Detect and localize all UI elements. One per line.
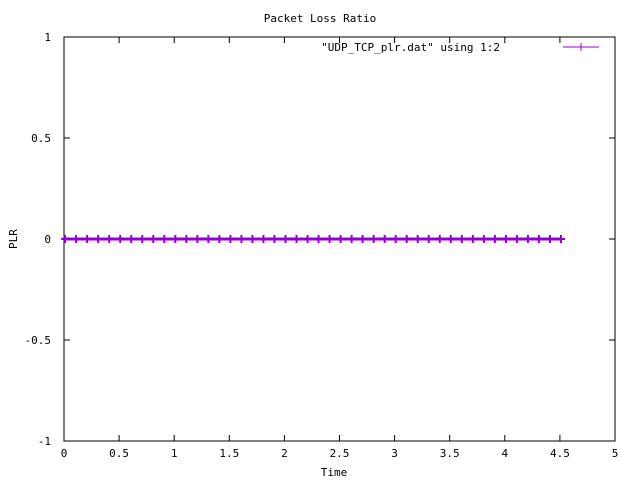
data-point-marker (336, 235, 345, 243)
data-point-marker (72, 235, 81, 243)
data-point-marker (94, 235, 103, 243)
data-point-marker (523, 235, 532, 243)
x-tick-label: 0.5 (109, 447, 129, 460)
x-tick-label: 2 (281, 447, 288, 460)
data-point-marker (545, 235, 554, 243)
data-point-marker (402, 235, 411, 243)
y-tick-label: 1 (44, 31, 51, 44)
legend: "UDP_TCP_plr.dat" using 1:2 (321, 41, 599, 54)
x-tick-label: 4.5 (550, 447, 570, 460)
data-point-marker (215, 235, 224, 243)
data-point-marker (457, 235, 466, 243)
data-point-marker (127, 235, 136, 243)
x-tick-label: 1 (171, 447, 178, 460)
data-point-marker (116, 235, 125, 243)
x-axis: 0 0.5 1 1.5 2 2.5 3 3.5 4 4.5 5 (61, 37, 619, 460)
data-point-marker (292, 235, 301, 243)
data-point-marker (105, 235, 114, 243)
data-point-marker (435, 235, 444, 243)
data-point-marker (380, 235, 389, 243)
y-tick-label: -0.5 (25, 334, 52, 347)
data-point-marker (204, 235, 213, 243)
data-point-marker (303, 235, 312, 243)
data-point-marker (512, 235, 521, 243)
data-point-marker (391, 235, 400, 243)
data-point-marker (138, 235, 147, 243)
data-point-marker (281, 235, 290, 243)
data-point-marker (534, 235, 543, 243)
data-point-marker (490, 235, 499, 243)
data-point-marker (171, 235, 180, 243)
x-axis-label: Time (321, 466, 348, 479)
data-point-marker (61, 235, 70, 243)
legend-marker (577, 43, 585, 51)
x-tick-label: 3 (391, 447, 398, 460)
x-tick-label: 4 (501, 447, 508, 460)
x-tick-label: 1.5 (219, 447, 239, 460)
data-point-marker (270, 235, 279, 243)
data-point-marker (446, 235, 455, 243)
data-point-marker (468, 235, 477, 243)
y-tick-label: 0.5 (31, 132, 51, 145)
data-point-marker (193, 235, 202, 243)
y-tick-label: -1 (38, 435, 51, 448)
data-point-marker (358, 235, 367, 243)
data-point-marker (248, 235, 257, 243)
y-axis-label: PLR (7, 229, 20, 249)
x-tick-label: 5 (612, 447, 619, 460)
data-point-marker (226, 235, 235, 243)
data-point-marker (557, 235, 566, 243)
data-point-marker (424, 235, 433, 243)
legend-label: "UDP_TCP_plr.dat" using 1:2 (321, 41, 500, 54)
series-udp-tcp-plr (61, 235, 566, 243)
data-point-marker (479, 235, 488, 243)
x-tick-label: 3.5 (440, 447, 460, 460)
data-point-marker (83, 235, 92, 243)
data-point-marker (325, 235, 334, 243)
data-point-marker (347, 235, 356, 243)
data-point-marker (369, 235, 378, 243)
chart-title: Packet Loss Ratio (264, 12, 377, 25)
y-axis: -1 -0.5 0 0.5 1 (25, 31, 615, 448)
y-tick-label: 0 (44, 233, 51, 246)
data-point-marker (160, 235, 169, 243)
x-tick-label: 2.5 (330, 447, 350, 460)
data-point-marker (501, 235, 510, 243)
x-tick-label: 0 (61, 447, 68, 460)
data-point-marker (413, 235, 422, 243)
data-point-marker (237, 235, 246, 243)
data-point-marker (182, 235, 191, 243)
data-point-marker (259, 235, 268, 243)
data-point-marker (314, 235, 323, 243)
data-point-marker (149, 235, 158, 243)
